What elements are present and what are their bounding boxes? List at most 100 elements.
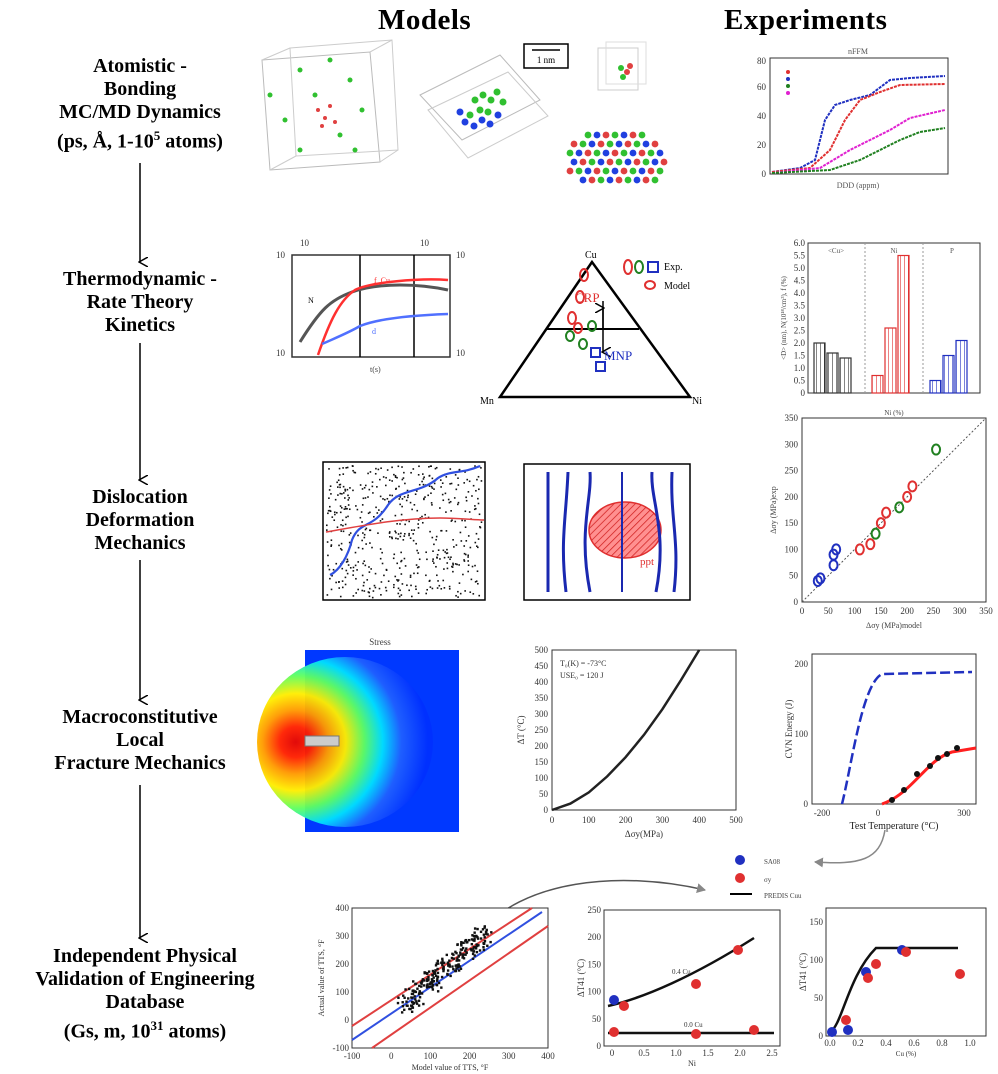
- bar: [871, 374, 884, 394]
- lattice-atom: [584, 131, 592, 139]
- tts-point: [427, 970, 431, 973]
- rate-theory-chart: 10 10 10 10 10 10 f_Cu N d t(s): [276, 238, 466, 374]
- tts-point: [403, 996, 406, 999]
- dt-y-tick: 350: [535, 693, 549, 703]
- tts-point: [482, 933, 486, 936]
- parity-point: [831, 543, 842, 556]
- lattice-atom: [611, 131, 619, 139]
- parity-point: [894, 501, 905, 514]
- tts-y-tick: 400: [336, 903, 350, 913]
- tts-point: [461, 946, 465, 950]
- tts-point: [421, 978, 425, 981]
- tts-fit-line: [351, 911, 543, 1041]
- cvn-x-tick: 0: [876, 808, 881, 818]
- dt-y-tick: 200: [535, 741, 549, 751]
- lattice-atom: [602, 131, 610, 139]
- svg-text:40: 40: [757, 111, 767, 121]
- tts-point: [441, 967, 445, 970]
- lattice-atom: [647, 167, 655, 175]
- cu-point: [901, 947, 911, 957]
- parity-point: [854, 543, 865, 556]
- tts-point: [473, 931, 476, 934]
- md-chart-xlabel: DDD (appm): [837, 181, 880, 190]
- ni-y-tick: 150: [588, 959, 602, 969]
- tts-point: [457, 969, 461, 972]
- cvn-to-legend-arrow: [814, 829, 886, 868]
- tts-point: [435, 979, 439, 982]
- precipitate-bar-chart: 0 0.5 1.0 1.5 2.0 2.5 3.0 3.5 4.0 4.5 5.0 5.5 6.0 <Cu…: [780, 238, 981, 417]
- tts-point: [462, 941, 465, 944]
- tts-point: [472, 946, 476, 949]
- cvn-point: [944, 751, 950, 757]
- tts-point: [465, 940, 468, 944]
- bar-group-label: P: [950, 247, 954, 255]
- parity-point: [865, 538, 876, 551]
- tts-point: [415, 1002, 419, 1005]
- bar: [884, 327, 897, 394]
- bar: [942, 354, 955, 394]
- ni-x-tick: 0.5: [638, 1048, 650, 1058]
- tts-point: [454, 969, 457, 973]
- dt-curve: [551, 649, 701, 812]
- tts-point: [434, 974, 438, 978]
- tts-point: [411, 1006, 415, 1009]
- svg-text:60: 60: [757, 82, 767, 92]
- svg-text:10: 10: [456, 348, 466, 358]
- parity-point: [870, 527, 881, 540]
- tts-point: [471, 934, 474, 937]
- ni-x-tick: 2.5: [766, 1048, 778, 1058]
- md-box-1: [261, 39, 399, 171]
- lattice-atom: [575, 149, 583, 157]
- lattice-atom: [642, 158, 650, 166]
- tts-point: [456, 943, 459, 947]
- bar-x-label: Ni (%): [884, 409, 904, 417]
- ni-point: [609, 995, 619, 1005]
- tts-point: [436, 975, 440, 979]
- tts-point: [440, 975, 444, 979]
- svg-text:ppt: ppt: [640, 556, 654, 568]
- parity-y-tick: 150: [785, 518, 799, 528]
- svg-text:f_Cu: f_Cu: [374, 276, 390, 285]
- tts-point: [481, 928, 485, 931]
- stage-validation: Independent Physical Validation of Engine…: [35, 945, 255, 1043]
- bar: [813, 342, 826, 394]
- ternary-legend-model: Model: [664, 281, 690, 292]
- lattice-atom: [593, 131, 601, 139]
- cu-x-tick: 1.0: [964, 1038, 976, 1048]
- cu-x-tick: 0.6: [908, 1038, 920, 1048]
- svg-text:0: 0: [762, 169, 767, 179]
- dt-y-tick: 250: [535, 725, 549, 735]
- tts-point: [414, 998, 417, 1001]
- tts-point: [433, 971, 436, 975]
- ni-x-tick: 2.0: [734, 1048, 746, 1058]
- tts-point: [431, 988, 435, 991]
- tts-point: [479, 937, 483, 940]
- cu-x-label: Cu (%): [896, 1050, 917, 1058]
- svg-text:80: 80: [757, 56, 767, 66]
- lattice-atom: [606, 140, 614, 148]
- lattice-atom: [606, 158, 614, 166]
- tts-point: [450, 956, 454, 960]
- ni-point: [691, 979, 701, 989]
- tts-point: [479, 930, 483, 934]
- tts-point: [406, 1004, 409, 1007]
- tts-upper-bound: [351, 907, 533, 1027]
- tts-point: [451, 965, 454, 968]
- svg-text:20: 20: [757, 140, 767, 150]
- stage-dislocation: Dislocation Deformation Mechanics: [85, 486, 195, 554]
- bar-y-tick: 1.0: [794, 363, 806, 373]
- parity-point: [902, 490, 913, 503]
- cu-y-tick: 100: [810, 955, 824, 965]
- tts-point: [420, 980, 424, 983]
- tts-point: [455, 964, 458, 967]
- svg-text:10: 10: [276, 348, 286, 358]
- tts-point: [411, 992, 415, 996]
- tts-point: [483, 940, 487, 943]
- dislocation-sim-panel: [322, 461, 486, 601]
- lattice-atom: [579, 158, 587, 166]
- tts-point: [416, 987, 419, 990]
- bar-group-label: <Cu>: [828, 247, 844, 255]
- dt-y-tick: 150: [535, 757, 549, 767]
- ternary-right-label: Ni: [692, 396, 702, 407]
